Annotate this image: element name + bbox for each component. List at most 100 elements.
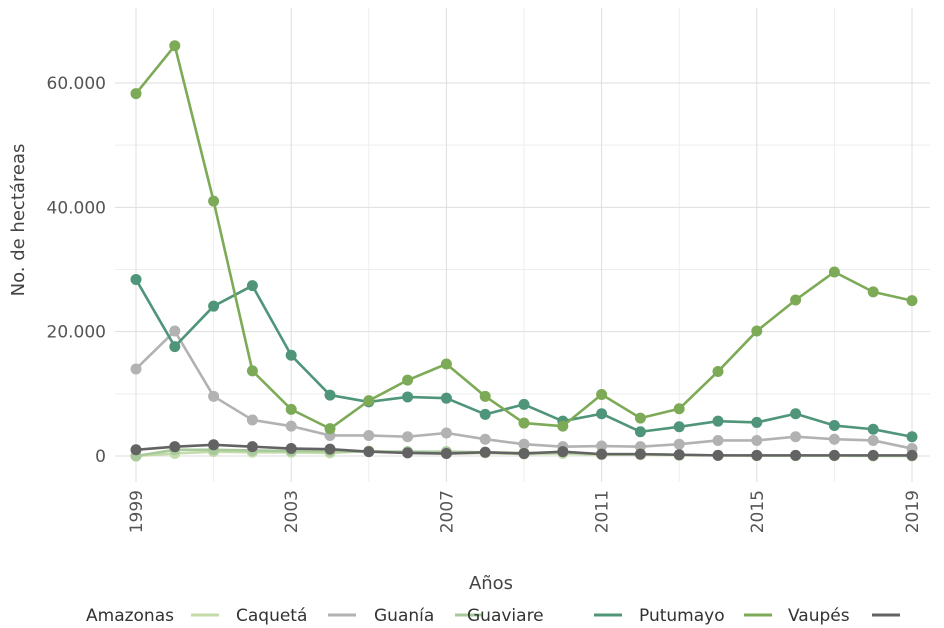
data-point xyxy=(751,449,763,461)
data-point xyxy=(130,88,142,100)
data-point xyxy=(402,391,414,403)
data-point xyxy=(867,286,879,298)
data-point xyxy=(557,420,569,432)
data-point xyxy=(246,365,258,377)
data-point xyxy=(673,449,685,461)
data-point xyxy=(402,374,414,386)
data-point xyxy=(596,440,608,452)
data-point xyxy=(479,446,491,458)
x-tick-label: 2011 xyxy=(593,490,613,533)
data-point xyxy=(751,416,763,428)
x-tick-label: 2007 xyxy=(437,490,457,533)
data-point xyxy=(169,40,181,52)
data-point xyxy=(440,427,452,439)
data-point xyxy=(712,434,724,446)
data-point xyxy=(440,448,452,460)
data-point xyxy=(790,449,802,461)
data-point xyxy=(440,358,452,370)
y-tick-label: 20.000 xyxy=(47,323,106,343)
data-point xyxy=(479,433,491,445)
data-point xyxy=(634,448,646,460)
x-tick-label: 2003 xyxy=(282,490,302,533)
data-point xyxy=(208,300,220,312)
data-point xyxy=(867,434,879,446)
data-point xyxy=(208,439,220,451)
data-point xyxy=(208,195,220,207)
data-point xyxy=(518,448,530,460)
series-putumayo xyxy=(130,40,918,435)
data-point xyxy=(479,390,491,402)
data-point xyxy=(867,423,879,435)
x-axis-ticks: 1999 2003 2007 2011 2015 2019 xyxy=(127,490,923,533)
data-point xyxy=(906,295,918,307)
data-point xyxy=(518,398,530,410)
x-tick-label: 2015 xyxy=(748,490,768,533)
data-point xyxy=(208,390,220,402)
data-point xyxy=(596,448,608,460)
data-point xyxy=(906,449,918,461)
data-point xyxy=(751,434,763,446)
data-point xyxy=(363,395,375,407)
legend: Amazonas Caquetá Guanía Guaviare Putumayo Vau… xyxy=(86,606,900,626)
data-point xyxy=(828,420,840,432)
data-point xyxy=(246,414,258,426)
data-point xyxy=(363,446,375,458)
data-point xyxy=(363,429,375,441)
x-axis-title: Años xyxy=(469,573,513,594)
data-point xyxy=(169,325,181,337)
data-point xyxy=(751,325,763,337)
data-point xyxy=(906,431,918,443)
y-tick-label: 60.000 xyxy=(47,74,106,94)
data-point xyxy=(285,349,297,361)
data-point xyxy=(790,294,802,306)
y-tick-label: 40.000 xyxy=(47,198,106,218)
series-layer xyxy=(130,40,918,462)
data-point xyxy=(673,421,685,433)
data-point xyxy=(790,431,802,443)
data-point xyxy=(596,408,608,420)
data-point xyxy=(440,392,452,404)
data-point xyxy=(285,403,297,415)
x-tick-label: 1999 xyxy=(127,490,147,533)
data-point xyxy=(402,447,414,459)
data-point xyxy=(828,266,840,278)
y-axis-ticks: 0 20.000 40.000 60.000 xyxy=(47,74,106,467)
data-point xyxy=(402,431,414,443)
y-tick-label: 0 xyxy=(95,447,106,467)
data-point xyxy=(130,444,142,456)
data-point xyxy=(712,415,724,427)
data-point xyxy=(169,341,181,353)
legend-label: Guaviare xyxy=(467,606,544,626)
data-point xyxy=(828,433,840,445)
data-point xyxy=(634,412,646,424)
data-point xyxy=(479,408,491,420)
data-point xyxy=(596,388,608,400)
data-point xyxy=(130,273,142,285)
data-point xyxy=(285,443,297,455)
data-point xyxy=(712,449,724,461)
y-axis-title: No. de hectáreas xyxy=(8,144,29,297)
data-point xyxy=(673,438,685,450)
data-point xyxy=(324,389,336,401)
grid xyxy=(115,8,930,482)
data-point xyxy=(790,408,802,420)
series-vaupés xyxy=(130,439,918,461)
data-point xyxy=(324,423,336,435)
data-point xyxy=(867,449,879,461)
data-point xyxy=(673,403,685,415)
data-point xyxy=(634,426,646,438)
data-point xyxy=(169,441,181,453)
data-point xyxy=(518,438,530,450)
legend-label: Vaupés xyxy=(788,606,850,626)
data-point xyxy=(285,420,297,432)
data-point xyxy=(246,441,258,453)
data-point xyxy=(324,443,336,455)
legend-label: Guanía xyxy=(374,606,434,626)
data-point xyxy=(246,280,258,292)
legend-label: Putumayo xyxy=(639,606,725,626)
data-point xyxy=(712,365,724,377)
data-point xyxy=(557,446,569,458)
legend-label: Amazonas xyxy=(86,606,174,626)
data-point xyxy=(828,449,840,461)
